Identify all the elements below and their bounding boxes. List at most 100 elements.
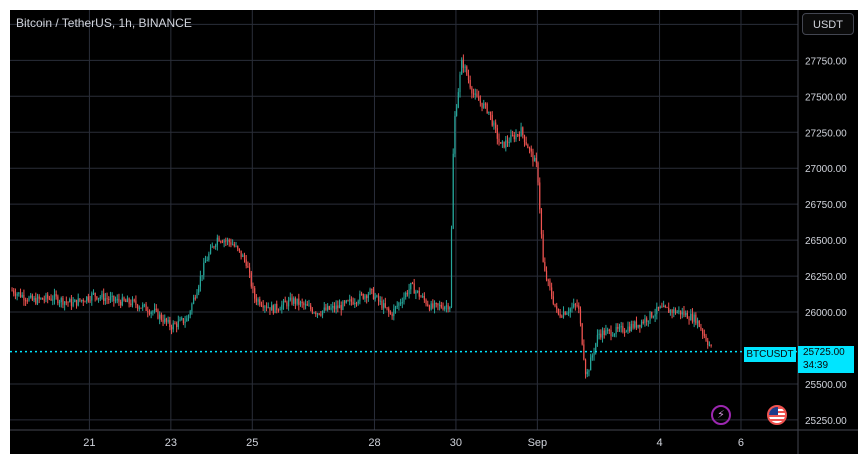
candle-body: [198, 286, 200, 293]
candle-body: [408, 289, 410, 295]
candle-body: [623, 331, 626, 333]
candle-body: [296, 298, 298, 304]
candle-body: [262, 305, 264, 308]
candle-body: [668, 307, 670, 313]
candle-body: [187, 315, 190, 319]
candle-body: [491, 114, 493, 126]
candle-body: [203, 262, 205, 276]
candle-body: [264, 306, 266, 308]
price-tick-label: 26750.00: [805, 200, 847, 211]
candle-body: [596, 334, 599, 344]
candle-body: [649, 311, 651, 321]
candle-body: [164, 318, 166, 323]
candle-body: [610, 329, 612, 337]
candle-body: [33, 297, 35, 301]
candle-body: [252, 286, 254, 289]
candle-body: [349, 299, 351, 301]
candle-body: [304, 304, 307, 306]
price-tick-label: 27500.00: [805, 92, 847, 103]
candle-body: [657, 306, 660, 309]
candle-body: [106, 298, 108, 300]
candle-body: [131, 299, 134, 306]
candle-body: [383, 303, 385, 309]
candle-body: [155, 308, 157, 310]
plot-area: [10, 10, 858, 454]
candle-body: [181, 318, 183, 320]
candle-body: [135, 300, 137, 305]
candle-body: [125, 300, 127, 302]
candle-body: [182, 318, 185, 324]
us-flag-icon[interactable]: [767, 405, 787, 425]
candle-body: [79, 298, 81, 301]
price-tick-label: 25500.00: [805, 380, 847, 391]
currency-button[interactable]: USDT: [802, 13, 854, 35]
candle-body: [506, 140, 509, 143]
candle-body: [366, 295, 368, 299]
candle-body: [583, 344, 585, 360]
candle-body: [444, 306, 446, 310]
candle-body: [255, 298, 257, 302]
candle-body: [708, 344, 711, 346]
candle-body: [13, 290, 15, 294]
candle-body: [557, 308, 560, 314]
candle-body: [99, 297, 101, 299]
candle-body: [401, 302, 403, 304]
candle-body: [315, 312, 317, 315]
candle-body: [702, 329, 704, 334]
candle-body: [325, 307, 327, 311]
candle-body: [111, 295, 113, 298]
candle-body: [96, 296, 98, 300]
candle-body: [527, 144, 529, 149]
time-tick-label: 4: [656, 437, 662, 449]
candle-body: [685, 312, 687, 316]
candle-body: [439, 304, 441, 306]
candle-body: [50, 298, 52, 301]
candle-body: [320, 314, 322, 316]
candle-body: [427, 304, 429, 306]
candles[interactable]: [11, 54, 712, 379]
candle-body: [277, 309, 280, 311]
candle-body: [422, 296, 424, 298]
candle-body: [52, 299, 54, 301]
candle-body: [464, 66, 466, 68]
candle-body: [442, 307, 444, 310]
candle-body: [362, 294, 364, 299]
candle-body: [364, 295, 366, 299]
candle-body: [62, 298, 64, 305]
candle-body: [542, 234, 544, 262]
candle-body: [508, 142, 510, 144]
candle-body: [467, 74, 470, 80]
candle-body: [142, 304, 144, 308]
candle-body: [425, 299, 427, 305]
candle-body: [646, 318, 648, 322]
candle-body: [472, 93, 475, 95]
candle-body: [243, 255, 246, 260]
candle-body: [411, 282, 414, 284]
candle-body: [313, 312, 315, 314]
candle-body: [162, 319, 164, 323]
lightning-bolt-icon[interactable]: ⚡: [711, 405, 731, 425]
candle-body: [342, 301, 344, 310]
candle-body: [479, 100, 481, 103]
candle-body: [298, 298, 300, 305]
candle-body: [69, 299, 71, 303]
candle-body: [388, 308, 390, 312]
candle-body: [316, 313, 319, 315]
candle-body: [153, 308, 156, 312]
candle-body: [469, 79, 471, 88]
candle-body: [91, 293, 93, 301]
candle-body: [437, 303, 439, 306]
candle-body: [347, 300, 349, 302]
candle-body: [391, 313, 393, 317]
symbol-title: Bitcoin / TetherUS, 1h, BINANCE: [16, 16, 192, 30]
candle-body: [379, 300, 381, 302]
time-axis[interactable]: 21 23 25 28 30 Sep 4 6: [83, 437, 744, 449]
candle-body: [428, 305, 431, 310]
candle-body: [600, 333, 602, 338]
candle-body: [486, 103, 488, 114]
candle-body: [103, 293, 105, 301]
candle-body: [525, 142, 527, 145]
candle-body: [172, 323, 174, 330]
